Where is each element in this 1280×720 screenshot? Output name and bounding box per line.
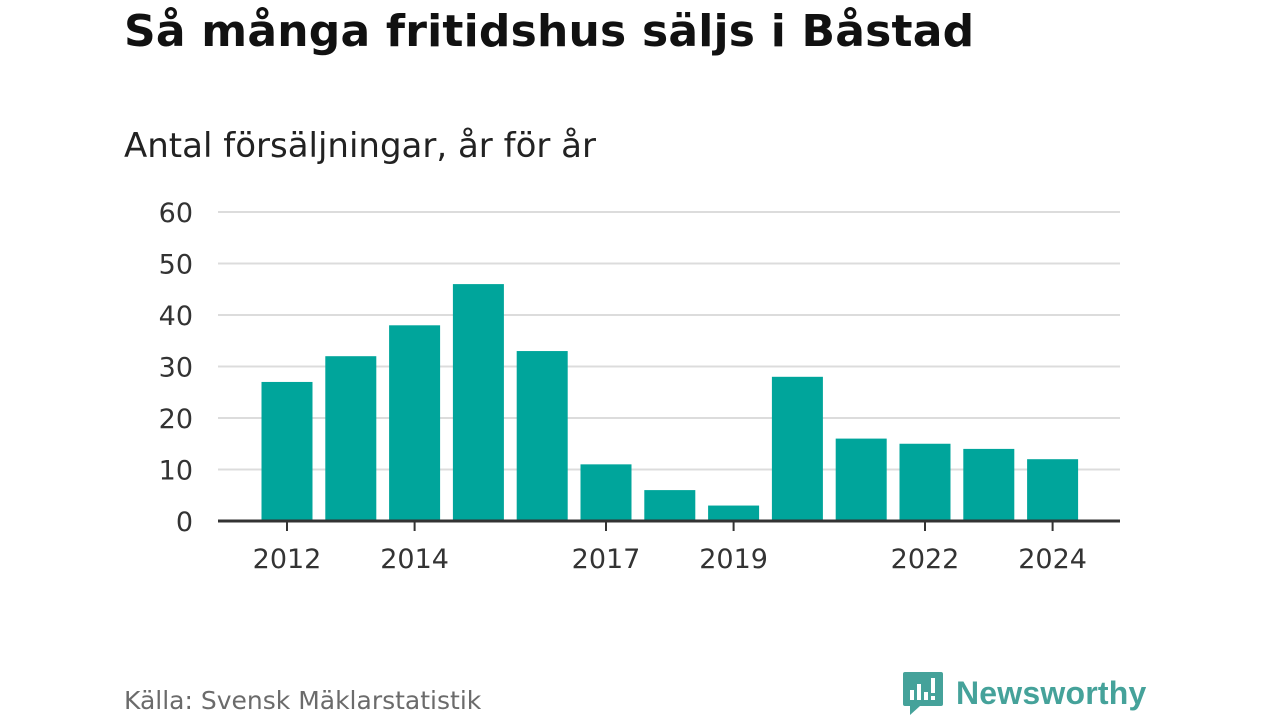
brand-name: Newsworthy [956,674,1147,711]
y-tick-label: 10 [159,456,193,487]
chart-title: Så många fritidshus säljs i Båstad [124,6,975,57]
x-tick-label: 2014 [380,544,449,575]
bar-2023 [963,448,1015,521]
bar-2016 [516,351,568,521]
bar-2019 [708,505,760,521]
bar-2021 [835,438,887,521]
x-tick-label: 2019 [699,544,768,575]
y-tick-label: 30 [159,353,193,384]
x-tick-label: 2022 [891,544,960,575]
y-tick-label: 60 [159,198,193,229]
bar-2024 [1027,459,1079,521]
brand-logo: Newsworthy [902,670,1146,716]
x-tick-label: 2024 [1018,544,1087,575]
bar-2020 [771,376,823,521]
x-tick-label: 2012 [253,544,322,575]
bar-2017 [580,464,632,521]
source-note: Källa: Svensk Mäklarstatistik [124,686,482,715]
x-tick-label: 2017 [572,544,641,575]
y-tick-label: 40 [159,301,193,332]
y-tick-label: 0 [176,507,193,538]
bar-2014 [389,325,441,521]
bar-chart: 0 10 20 30 40 50 60 2012 2014 2017 2019 2022 2024 [159,198,1120,575]
bar-2015 [452,284,504,521]
y-tick-label: 20 [159,404,193,435]
bar-2018 [644,490,696,521]
chart-subtitle: Antal försäljningar, år för år [124,126,596,166]
bar-2022 [899,443,951,521]
bar-2012 [261,381,313,521]
bar-2013 [325,356,377,521]
newsworthy-logo-icon [903,672,943,715]
y-tick-label: 50 [159,250,193,281]
